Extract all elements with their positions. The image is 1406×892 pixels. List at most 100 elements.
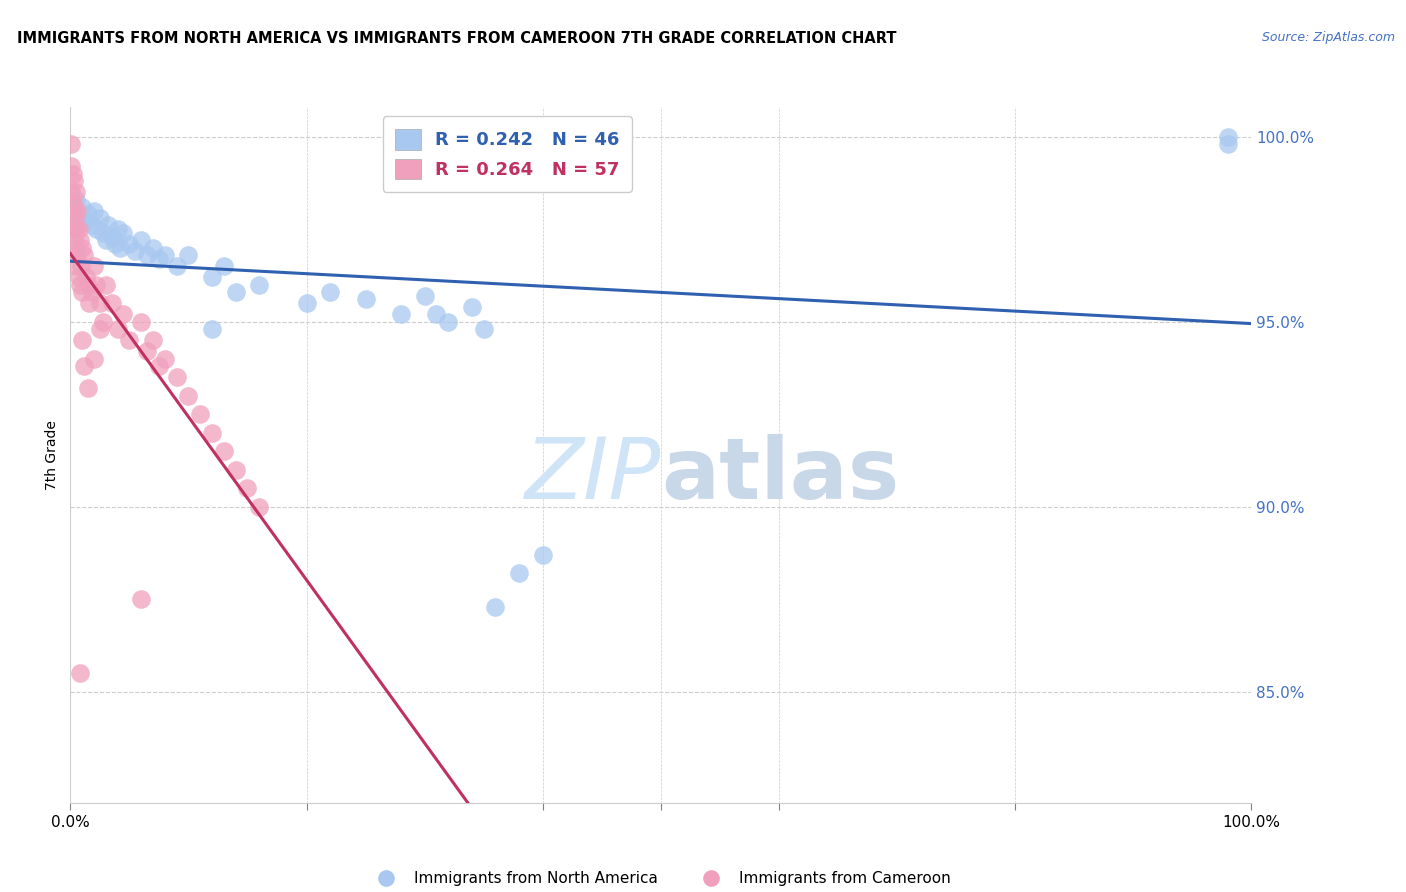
Point [437,315,460,329]
Point [83,203,105,218]
Point [153,248,176,262]
Point [129,592,152,607]
Point [472,145,495,159]
Point [94,277,117,292]
Point [166,259,188,273]
Point [80,285,103,299]
Point [1216,136,1239,151]
Point [112,307,135,321]
Point [89,296,111,310]
Point [104,237,127,252]
Text: ZIP: ZIP [524,434,661,517]
Point [93,226,115,240]
Legend: Immigrants from North America, Immigrants from Cameroon: Immigrants from North America, Immigrant… [366,865,956,892]
Point [60,159,83,173]
Point [63,203,86,218]
Point [177,389,200,403]
Point [531,548,554,562]
Point [65,193,87,207]
Point [62,222,84,236]
Point [93,315,115,329]
Point [66,203,89,218]
Point [148,359,170,373]
Point [80,219,103,233]
Point [508,566,530,581]
Point [100,229,122,244]
Point [148,252,170,266]
Point [62,196,84,211]
Point [63,233,86,247]
Point [97,219,120,233]
Point [84,277,107,292]
Point [70,259,93,273]
Point [65,222,87,236]
Point [89,211,111,225]
Text: atlas: atlas [661,434,898,517]
Point [84,222,107,236]
Point [225,285,247,299]
Point [69,277,91,292]
Point [100,296,122,310]
Point [63,211,86,225]
Point [247,500,270,514]
Point [425,307,447,321]
Point [66,248,89,262]
Text: IMMIGRANTS FROM NORTH AMERICA VS IMMIGRANTS FROM CAMEROON 7TH GRADE CORRELATION : IMMIGRANTS FROM NORTH AMERICA VS IMMIGRA… [17,31,897,46]
Point [124,244,146,259]
Point [177,248,200,262]
Text: Source: ZipAtlas.com: Source: ZipAtlas.com [1261,31,1395,45]
Point [73,248,96,262]
Point [77,207,100,221]
Point [65,259,87,273]
Point [201,270,224,285]
Point [70,200,93,214]
Point [413,289,436,303]
Point [70,241,93,255]
Point [247,277,270,292]
Point [70,285,93,299]
Point [77,296,100,310]
Point [236,481,259,495]
Point [60,136,83,151]
Point [65,185,87,199]
Point [118,333,141,347]
Point [108,241,131,255]
Point [67,270,90,285]
Point [1216,129,1239,144]
Point [188,407,211,421]
Point [63,241,86,255]
Y-axis label: 7th Grade: 7th Grade [45,420,59,490]
Point [73,215,96,229]
Point [136,248,159,262]
Point [201,322,224,336]
Point [62,167,84,181]
Point [225,463,247,477]
Point [60,185,83,199]
Point [484,599,506,614]
Point [89,322,111,336]
Point [83,259,105,273]
Point [69,211,91,225]
Point [142,241,165,255]
Point [166,370,188,384]
Point [77,277,100,292]
Point [295,296,318,310]
Point [63,174,86,188]
Point [472,322,495,336]
Point [129,315,152,329]
Point [112,226,135,240]
Point [73,359,96,373]
Point [69,666,91,681]
Point [212,444,235,458]
Point [75,270,97,285]
Point [83,351,105,366]
Point [69,233,91,247]
Point [212,259,235,273]
Point [70,333,93,347]
Point [107,222,129,236]
Point [389,307,412,321]
Point [118,237,141,252]
Point [136,344,159,359]
Point [153,351,176,366]
Point [201,425,224,440]
